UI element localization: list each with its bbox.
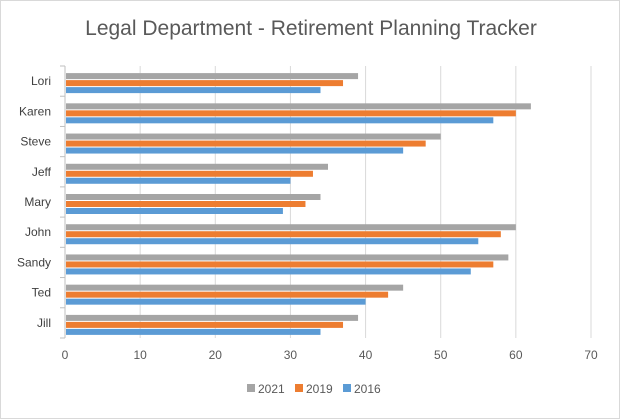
bar-2019-karen (66, 110, 516, 117)
legend-label-2021: 2021 (258, 382, 285, 396)
bar-2019-john (66, 231, 501, 238)
bar-2019-ted (66, 291, 389, 298)
category-label: Sandy (17, 255, 51, 269)
x-tick-label: 30 (284, 348, 298, 362)
legend-label-2016: 2016 (354, 382, 381, 396)
bar-2016-sandy (66, 268, 471, 275)
bar-2016-lori (66, 87, 321, 94)
bar-2016-john (66, 238, 479, 245)
bar-2021-jeff (66, 163, 328, 170)
x-tick-label: 0 (62, 348, 69, 362)
x-tick-label: 20 (209, 348, 223, 362)
x-tick-label: 10 (133, 348, 147, 362)
category-label: Mary (24, 195, 51, 209)
category-label: Karen (19, 104, 51, 118)
legend-swatch-2021 (247, 384, 255, 392)
legend-swatch-2016 (343, 384, 351, 392)
category-label: John (25, 225, 51, 239)
bar-2021-ted (66, 284, 404, 291)
bar-2019-steve (66, 140, 426, 147)
bar-2016-jeff (66, 177, 291, 184)
bar-2016-steve (66, 147, 404, 154)
chart-title: Legal Department - Retirement Planning T… (85, 17, 537, 40)
category-label: Lori (31, 74, 51, 88)
bar-2016-jill (66, 328, 321, 335)
bar-2021-karen (66, 103, 531, 110)
category-label: Steve (20, 135, 51, 149)
bar-2021-steve (66, 133, 441, 140)
category-label: Jeff (32, 165, 52, 179)
bar-2019-mary (66, 201, 306, 207)
bar-2021-sandy (66, 254, 509, 261)
bar-2016-ted (66, 298, 366, 305)
bar-2016-karen (66, 117, 494, 124)
category-label: Ted (32, 286, 51, 300)
bar-2019-jill (66, 321, 344, 328)
x-tick-label: 70 (584, 348, 598, 362)
x-tick-label: 50 (434, 348, 448, 362)
x-tick-label: 60 (509, 348, 523, 362)
category-label: Jill (37, 316, 51, 330)
bar-2019-jeff (66, 170, 313, 177)
bar-2019-sandy (66, 261, 494, 268)
bar-2021-mary (66, 194, 321, 200)
x-tick-label: 40 (359, 348, 373, 362)
legend-swatch-2019 (295, 384, 303, 392)
bar-2021-john (66, 224, 516, 231)
bar-2019-lori (66, 80, 344, 87)
legend-label-2019: 2019 (306, 382, 333, 396)
bar-2016-mary (66, 208, 283, 214)
bar-2021-lori (66, 73, 359, 80)
bar-2021-jill (66, 314, 359, 321)
